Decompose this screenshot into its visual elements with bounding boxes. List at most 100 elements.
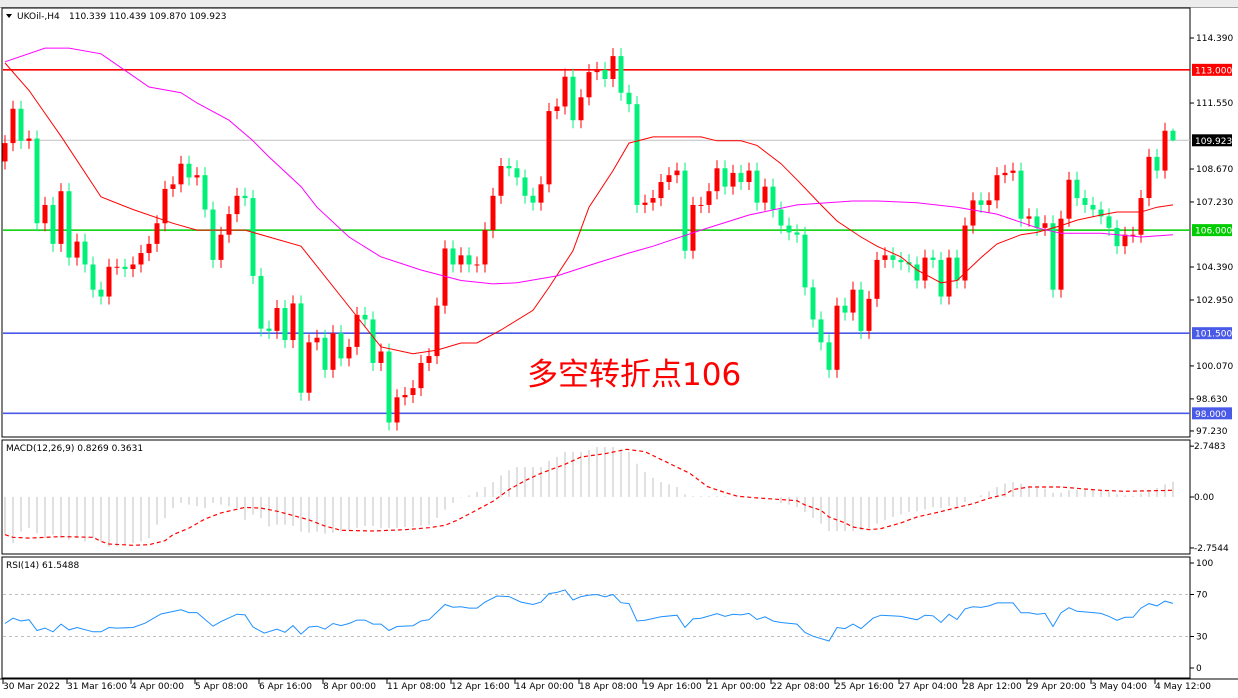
moving-averages <box>4 47 1174 355</box>
moving-average-slow <box>4 47 1174 285</box>
candle-body <box>178 163 184 185</box>
candle-body <box>394 397 400 423</box>
candle-body <box>282 307 288 341</box>
candle-body <box>298 303 304 393</box>
time-tick-label: 12 Apr 16:00 <box>451 682 510 692</box>
candle-body <box>730 172 736 187</box>
symbol-label: UKOil-,H4 <box>17 12 60 22</box>
candle-body <box>746 170 752 183</box>
price-tick-label: 114.390 <box>1196 34 1233 44</box>
price-tick-label: 111.550 <box>1196 99 1233 109</box>
candle-body <box>802 234 808 288</box>
macd-tick-label: 0.00 <box>1194 493 1214 503</box>
candle-body <box>34 138 40 224</box>
candle-body <box>994 175 1000 201</box>
candle-body <box>466 255 472 265</box>
price-tick-label: 102.950 <box>1196 296 1233 306</box>
macd-axis: 2.7483 0.00 -2.7544 <box>1190 442 1229 554</box>
time-tick-label: 29 Apr 20:00 <box>1027 682 1086 692</box>
candle-body <box>690 204 696 251</box>
candle-body <box>194 175 200 178</box>
candle-body <box>898 259 904 263</box>
candle-body <box>1034 216 1040 228</box>
candle-body <box>722 168 728 187</box>
hline-price-label: 106.000 <box>1195 227 1232 237</box>
macd-panel[interactable] <box>1 439 1191 555</box>
hline-price-label-bg <box>1192 327 1232 340</box>
candle-body <box>882 255 888 260</box>
hline-price-label: 98.000 <box>1195 410 1227 420</box>
candle-body <box>370 319 376 363</box>
candle-body <box>546 111 552 185</box>
price-tick-label: 97.230 <box>1196 427 1228 437</box>
candle-body <box>986 200 992 205</box>
candle-body <box>1042 223 1048 228</box>
candle-body <box>346 346 352 359</box>
candle-body <box>2 143 8 162</box>
price-tick-label: 108.670 <box>1196 165 1233 175</box>
candle-body <box>962 225 968 281</box>
candle-body <box>226 214 232 235</box>
moving-average-fast <box>4 62 1174 355</box>
candle-body <box>658 182 664 199</box>
candle-body <box>426 356 432 363</box>
candle-body <box>1098 209 1104 217</box>
candle-body <box>682 170 688 251</box>
candle-body <box>442 248 448 306</box>
time-tick-label: 30 Mar 2022 <box>3 682 60 692</box>
candle-body <box>82 241 88 265</box>
candle-body <box>266 328 272 331</box>
candle-body <box>378 351 384 363</box>
candle-body <box>74 241 80 258</box>
candle-body <box>218 234 224 260</box>
candle-body <box>26 138 32 141</box>
candle-body <box>122 266 128 270</box>
collapse-triangle-icon[interactable] <box>6 14 12 18</box>
candle-body <box>530 195 536 203</box>
candle-body <box>866 298 872 331</box>
rsi-tick-label: 100 <box>1196 559 1213 569</box>
price-panel[interactable] <box>1 7 1191 438</box>
candle-body <box>642 202 648 205</box>
candle-body <box>754 170 760 203</box>
candle-body <box>10 108 16 144</box>
candle-body <box>610 56 616 79</box>
candle-body <box>362 314 368 320</box>
candle-body <box>138 253 144 265</box>
candle-body <box>98 289 104 297</box>
candle-body <box>626 92 632 105</box>
candle-body <box>418 362 424 389</box>
time-tick-label: 18 Apr 08:00 <box>579 682 638 692</box>
candle-body <box>930 257 936 260</box>
hline-labels: 113.000 106.000 101.500 98.000 109.923 <box>1192 63 1232 420</box>
candle-body <box>1138 198 1144 235</box>
candle-body <box>202 175 208 210</box>
macd-signal-line <box>4 448 1174 546</box>
candle-body <box>1074 179 1080 199</box>
candle-body <box>250 198 256 276</box>
candle-body <box>786 225 792 233</box>
candle-body <box>1154 156 1160 171</box>
candle-body <box>1018 170 1024 219</box>
candle-body <box>770 186 776 210</box>
candle-body <box>954 257 960 281</box>
rsi-axis: 100 70 30 0 <box>1190 559 1213 674</box>
candle-body <box>850 289 856 313</box>
time-tick-label: 14 Apr 00:00 <box>515 682 574 692</box>
candle-body <box>922 257 928 281</box>
candle-body <box>42 204 48 224</box>
candle-body <box>810 287 816 320</box>
candle-body <box>586 72 592 98</box>
rsi-panel[interactable] <box>1 556 1191 679</box>
candle-body <box>354 314 360 347</box>
candle-body <box>1066 179 1072 219</box>
macd-tick-label: 2.7483 <box>1194 442 1226 452</box>
candle-body <box>1114 227 1120 247</box>
rsi-tick-label: 30 <box>1196 633 1208 643</box>
time-tick-label: 11 Apr 08:00 <box>387 682 446 692</box>
candle-body <box>946 257 952 297</box>
price-axis: 114.390 111.550 108.670 107.230 104.390 102.9… <box>1190 34 1233 437</box>
candle-body <box>1090 204 1096 210</box>
ohlc-label: 110.339 110.439 109.870 109.923 <box>69 12 226 22</box>
